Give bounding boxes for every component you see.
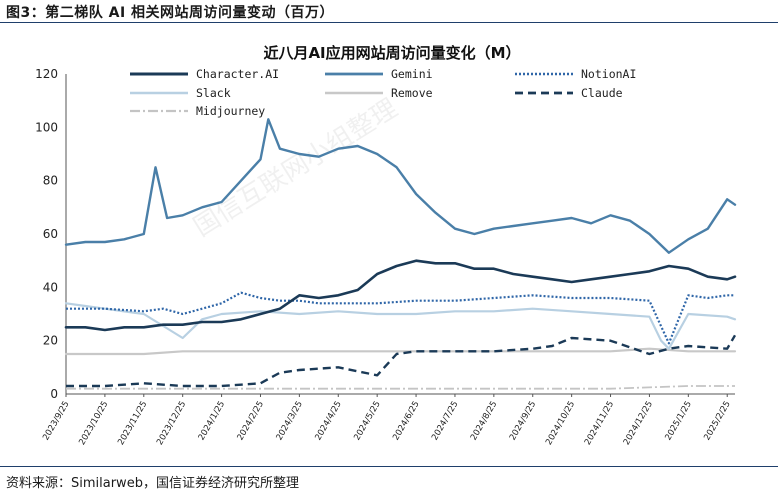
legend-label: Gemini <box>391 67 433 81</box>
series-line-claude <box>66 334 737 388</box>
y-tick-label: 20 <box>43 334 58 348</box>
series-line-notionai <box>66 291 735 345</box>
x-tick-label: 2023/12/25 <box>155 400 188 447</box>
y-tick-label: 40 <box>43 280 58 294</box>
y-tick-label: 60 <box>43 227 58 241</box>
x-tick-label: 2024/6/25 <box>391 400 421 443</box>
bottom-rule <box>0 466 778 467</box>
x-tick-label: 2024/7/25 <box>430 400 460 443</box>
x-tick-label: 2024/9/25 <box>508 400 538 443</box>
legend-label: Remove <box>391 86 433 100</box>
series-line-character-ai <box>64 259 737 332</box>
figure-title: 图3：第二梯队 AI 相关网站周访问量变动（百万） <box>6 5 335 21</box>
y-tick-label: 120 <box>35 67 58 81</box>
top-rule <box>0 22 778 23</box>
x-tick-label: 2024/3/25 <box>275 400 305 443</box>
x-tick-label: 2024/10/25 <box>544 400 577 447</box>
x-tick-label: 2023/11/25 <box>116 400 149 447</box>
x-tick-label: 2025/1/25 <box>663 400 693 443</box>
legend-label: Slack <box>196 86 231 100</box>
x-tick-label: 2024/5/25 <box>352 400 382 443</box>
legend-label: Midjourney <box>196 104 265 118</box>
legend-label: Claude <box>581 86 623 100</box>
legend: Character.AI Gemini NotionAI Slack Remove Cla… <box>130 67 636 118</box>
source-note: 资料来源：Similarweb，国信证券经济研究所整理 <box>6 476 299 491</box>
x-tick-label: 2024/8/25 <box>469 400 499 443</box>
x-tick-label: 2024/12/25 <box>622 400 655 447</box>
x-tick-label: 2024/1/25 <box>197 400 227 443</box>
series-line-remove <box>64 347 737 356</box>
series-line-midjourney <box>66 385 735 390</box>
y-tick-label: 0 <box>50 387 58 401</box>
x-tick-label: 2023/10/25 <box>77 400 110 447</box>
x-tick-label: 2023/9/25 <box>41 400 71 443</box>
series-line-slack <box>64 302 737 350</box>
x-tick-label: 2024/11/25 <box>583 400 616 447</box>
chart-title: 近八月AI应用网站周访问量变化（M） <box>263 44 520 62</box>
y-tick-label: 100 <box>35 120 58 134</box>
legend-label: Character.AI <box>196 67 279 81</box>
y-tick-label: 80 <box>43 174 58 188</box>
legend-label: NotionAI <box>581 67 636 81</box>
series-line-gemini <box>64 118 737 254</box>
series-lines <box>64 118 737 390</box>
x-tick-label: 2024/4/25 <box>313 400 343 443</box>
x-tick-label: 2025/2/25 <box>702 400 732 443</box>
x-tick-label: 2024/2/25 <box>236 400 266 443</box>
